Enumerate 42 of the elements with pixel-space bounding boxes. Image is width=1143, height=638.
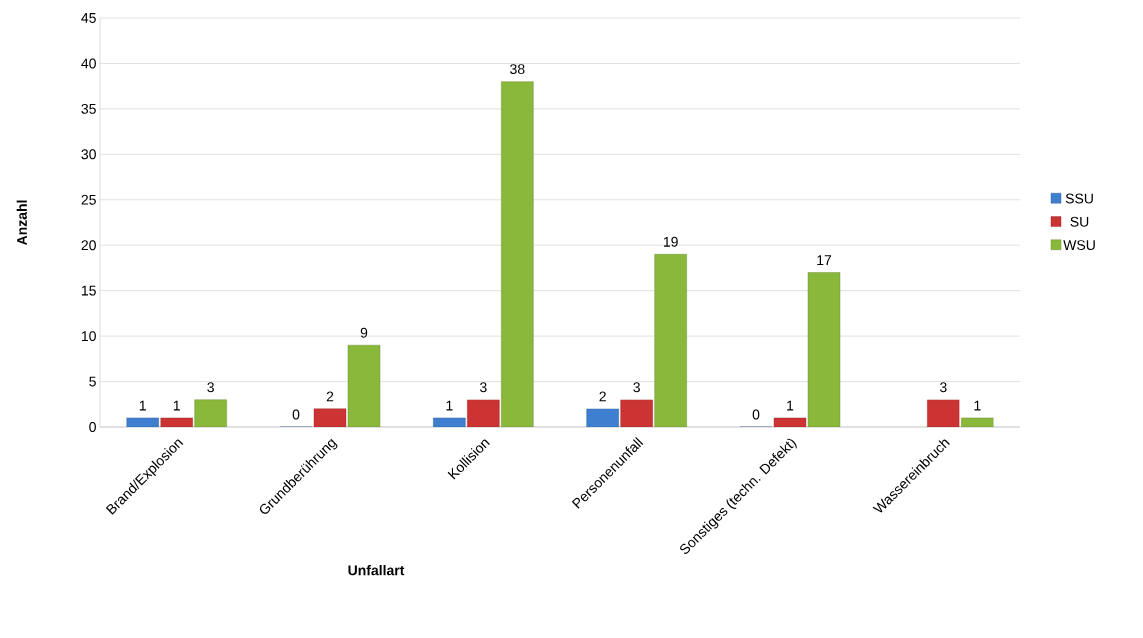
legend-label: SU [1070, 216, 1089, 227]
data-label: 1 [787, 400, 794, 411]
y-tick-label: 5 [89, 376, 96, 387]
data-label: 1 [173, 400, 180, 411]
legend-label: WSU [1063, 240, 1095, 251]
data-label: 3 [207, 382, 214, 393]
data-label: 38 [510, 64, 525, 75]
legend-label: SSU [1065, 193, 1093, 204]
bar [654, 254, 687, 427]
bar [347, 345, 381, 427]
bar [620, 399, 653, 427]
data-label: 3 [939, 382, 947, 393]
bar [807, 272, 841, 427]
data-label: 0 [752, 409, 760, 420]
y-tick-label: 15 [81, 285, 96, 296]
bar [501, 81, 534, 427]
data-label: 1 [446, 400, 453, 411]
x-axis-title: Unfallart [348, 565, 405, 576]
data-label: 1 [974, 400, 981, 411]
data-label: 19 [663, 236, 678, 247]
data-label: 2 [326, 391, 334, 402]
y-tick-label: 35 [81, 103, 96, 114]
y-tick-label: 30 [81, 149, 96, 160]
bar [927, 399, 960, 427]
y-tick-label: 10 [81, 331, 96, 342]
y-axis-title: Anzahl [16, 200, 27, 246]
bar [467, 399, 500, 427]
data-label: 9 [360, 327, 368, 338]
y-tick-label: 40 [81, 58, 96, 69]
y-tick-label: 45 [81, 13, 96, 23]
bar [194, 399, 227, 427]
data-label: 3 [633, 382, 640, 393]
y-tick-label: 25 [81, 194, 96, 205]
data-label: 17 [817, 255, 832, 265]
y-tick-label: 0 [89, 422, 96, 432]
data-label: 3 [479, 382, 487, 393]
bar [961, 417, 994, 427]
data-label: 2 [599, 391, 606, 402]
data-label: 1 [139, 400, 146, 411]
data-label: 0 [292, 409, 300, 420]
y-tick-label: 20 [81, 240, 96, 251]
bar [586, 408, 619, 427]
